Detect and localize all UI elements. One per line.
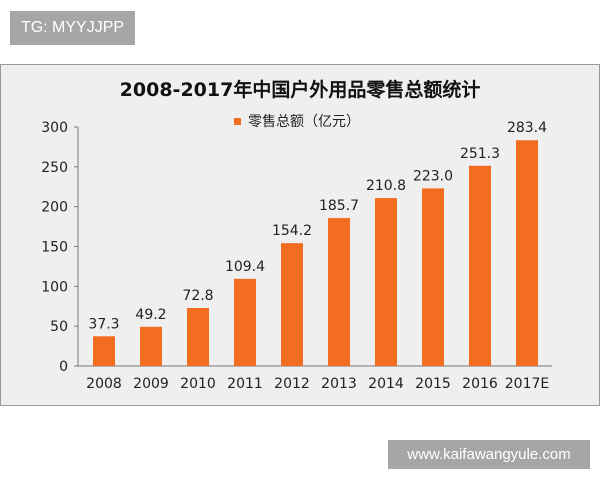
chart-title: 2008-2017年中国户外用品零售总额统计 bbox=[120, 78, 481, 101]
bar bbox=[375, 198, 397, 366]
bar bbox=[281, 243, 303, 366]
legend-label: 零售总额（亿元） bbox=[248, 114, 360, 130]
bar bbox=[328, 218, 350, 366]
y-tick-label: 250 bbox=[41, 160, 68, 176]
bar bbox=[469, 165, 491, 366]
y-tick-label: 200 bbox=[41, 200, 68, 216]
x-tick-label: 2008 bbox=[86, 376, 122, 392]
bar bbox=[140, 326, 162, 366]
data-label: 223.0 bbox=[413, 168, 453, 184]
data-label: 210.8 bbox=[366, 178, 406, 194]
x-tick-label: 2011 bbox=[227, 376, 263, 392]
data-label: 109.4 bbox=[225, 259, 265, 275]
data-label: 49.2 bbox=[135, 307, 166, 323]
y-tick-label: 150 bbox=[41, 240, 68, 256]
data-label: 283.4 bbox=[507, 120, 547, 136]
data-label: 37.3 bbox=[88, 316, 119, 332]
site-watermark: www.kaifawangyule.com bbox=[388, 440, 590, 469]
x-tick-label: 2017E bbox=[505, 376, 549, 392]
y-tick-label: 50 bbox=[50, 319, 68, 335]
data-label: 154.2 bbox=[272, 223, 312, 239]
legend-swatch bbox=[234, 118, 241, 125]
x-tick-label: 2012 bbox=[274, 376, 310, 392]
y-tick-label: 0 bbox=[59, 359, 68, 375]
bar bbox=[93, 336, 115, 366]
x-tick-label: 2009 bbox=[133, 376, 169, 392]
bar bbox=[187, 308, 209, 366]
y-tick-label: 300 bbox=[41, 120, 68, 136]
data-label: 251.3 bbox=[460, 146, 500, 162]
data-label: 72.8 bbox=[182, 288, 213, 304]
overlay-tag: TG: MYYJJPP bbox=[10, 11, 135, 45]
data-label: 185.7 bbox=[319, 198, 359, 214]
bar bbox=[234, 278, 256, 366]
y-tick-label: 100 bbox=[41, 279, 68, 295]
bar bbox=[422, 188, 444, 366]
x-tick-label: 2016 bbox=[462, 376, 498, 392]
x-tick-label: 2013 bbox=[321, 376, 357, 392]
bar bbox=[516, 140, 538, 366]
x-tick-label: 2015 bbox=[415, 376, 451, 392]
x-tick-label: 2014 bbox=[368, 376, 404, 392]
x-tick-label: 2010 bbox=[180, 376, 216, 392]
